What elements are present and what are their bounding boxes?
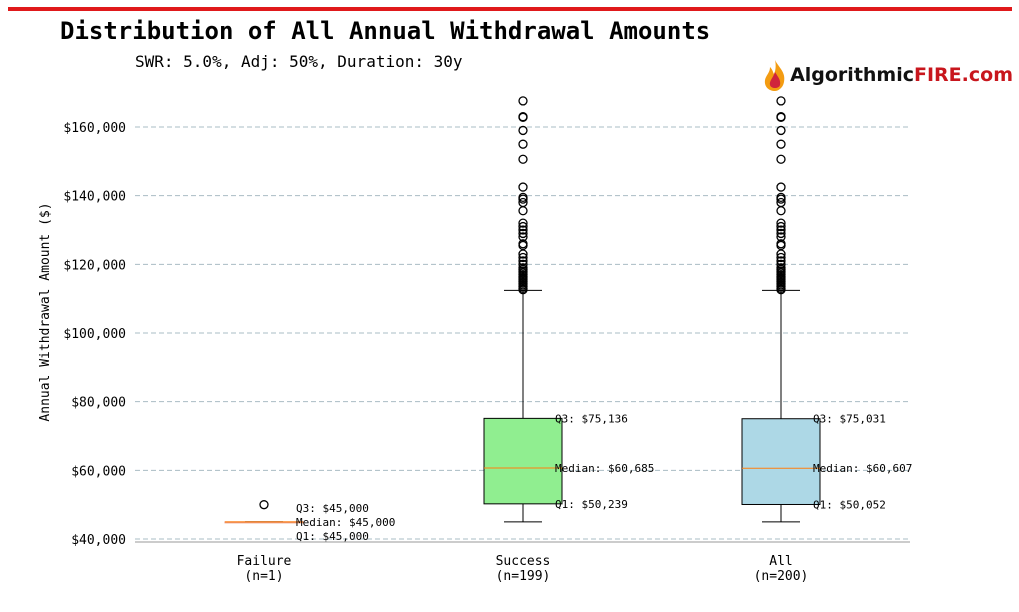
annotation-label: Q1: $45,000 bbox=[296, 530, 369, 543]
annotation-label: Q3: $75,031 bbox=[813, 413, 886, 426]
annotation-label: Q3: $45,000 bbox=[296, 502, 369, 515]
annotation-label: Median: $60,685 bbox=[555, 462, 654, 475]
chart-subtitle: SWR: 5.0%, Adj: 50%, Duration: 30y bbox=[135, 52, 463, 71]
x-tick-label: All bbox=[769, 554, 792, 569]
x-tick-sublabel: (n=199) bbox=[496, 569, 551, 584]
outlier-point bbox=[259, 500, 269, 510]
box-iqr bbox=[483, 417, 563, 505]
outlier-point bbox=[776, 218, 786, 228]
outlier-point bbox=[518, 206, 528, 216]
annotation-label: Q1: $50,239 bbox=[555, 498, 628, 511]
outlier-point bbox=[776, 194, 786, 204]
outlier-point bbox=[518, 139, 528, 149]
outlier-point bbox=[776, 252, 786, 263]
outlier-point bbox=[518, 194, 528, 204]
outlier-point bbox=[518, 125, 528, 136]
outlier-point bbox=[776, 228, 786, 239]
y-tick-label: $140,000 bbox=[63, 190, 126, 205]
flame-logo-icon bbox=[764, 60, 785, 91]
y-tick-label: $100,000 bbox=[63, 327, 126, 342]
outlier-point bbox=[518, 112, 528, 123]
outlier-point bbox=[776, 249, 786, 259]
x-tick-label: Success bbox=[496, 554, 551, 569]
annotation-label: Q1: $50,052 bbox=[813, 498, 886, 511]
y-tick-label: $60,000 bbox=[71, 464, 126, 479]
box-all: Q3: $75,031 Median: $60,607 Q1: $50,052 bbox=[741, 96, 912, 523]
outlier-point bbox=[518, 228, 528, 239]
box-success: Q3: $75,136 Median: $60,685 Q1: $50,239 bbox=[483, 96, 654, 523]
x-tick-sublabel: (n=1) bbox=[244, 569, 283, 584]
outlier-point bbox=[518, 218, 528, 228]
outlier-point bbox=[518, 221, 528, 232]
outlier-point bbox=[776, 112, 786, 123]
outlier-point bbox=[776, 221, 786, 232]
outlier-point bbox=[518, 285, 528, 295]
logo: Algorithmic FIRE.com bbox=[760, 58, 1013, 92]
outlier-point bbox=[776, 96, 786, 106]
annotation-label: Median: $45,000 bbox=[296, 516, 395, 529]
logo-text-algorithmic: Algorithmic bbox=[790, 64, 914, 86]
outlier-point bbox=[518, 182, 528, 192]
top-accent-bar bbox=[8, 7, 1012, 11]
outlier-point bbox=[776, 285, 786, 295]
box-iqr bbox=[741, 418, 821, 505]
logo-text-fire: FIRE.com bbox=[914, 64, 1013, 86]
y-axis-label: Annual Withdrawal Amount ($) bbox=[38, 202, 53, 421]
outlier-point bbox=[518, 249, 528, 259]
outlier-point bbox=[518, 252, 528, 263]
y-tick-label: $40,000 bbox=[71, 533, 126, 548]
outlier-point bbox=[776, 182, 786, 192]
x-tick-label: Failure bbox=[237, 554, 292, 569]
outlier-point bbox=[518, 154, 528, 164]
outlier-point bbox=[518, 96, 528, 106]
y-tick-label: $80,000 bbox=[71, 396, 126, 411]
annotation-label: Median: $60,607 bbox=[813, 462, 912, 475]
y-tick-label: $160,000 bbox=[63, 121, 126, 136]
outlier-point bbox=[776, 154, 786, 164]
outlier-point bbox=[776, 139, 786, 149]
x-tick-sublabel: (n=200) bbox=[754, 569, 809, 584]
y-tick-label: $120,000 bbox=[63, 258, 126, 273]
outlier-point bbox=[776, 125, 786, 136]
outlier-point bbox=[776, 206, 786, 216]
annotation-label: Q3: $75,136 bbox=[555, 412, 628, 425]
chart-title: Distribution of All Annual Withdrawal Am… bbox=[60, 17, 711, 45]
outlier-point bbox=[776, 225, 786, 235]
outlier-point bbox=[518, 225, 528, 235]
